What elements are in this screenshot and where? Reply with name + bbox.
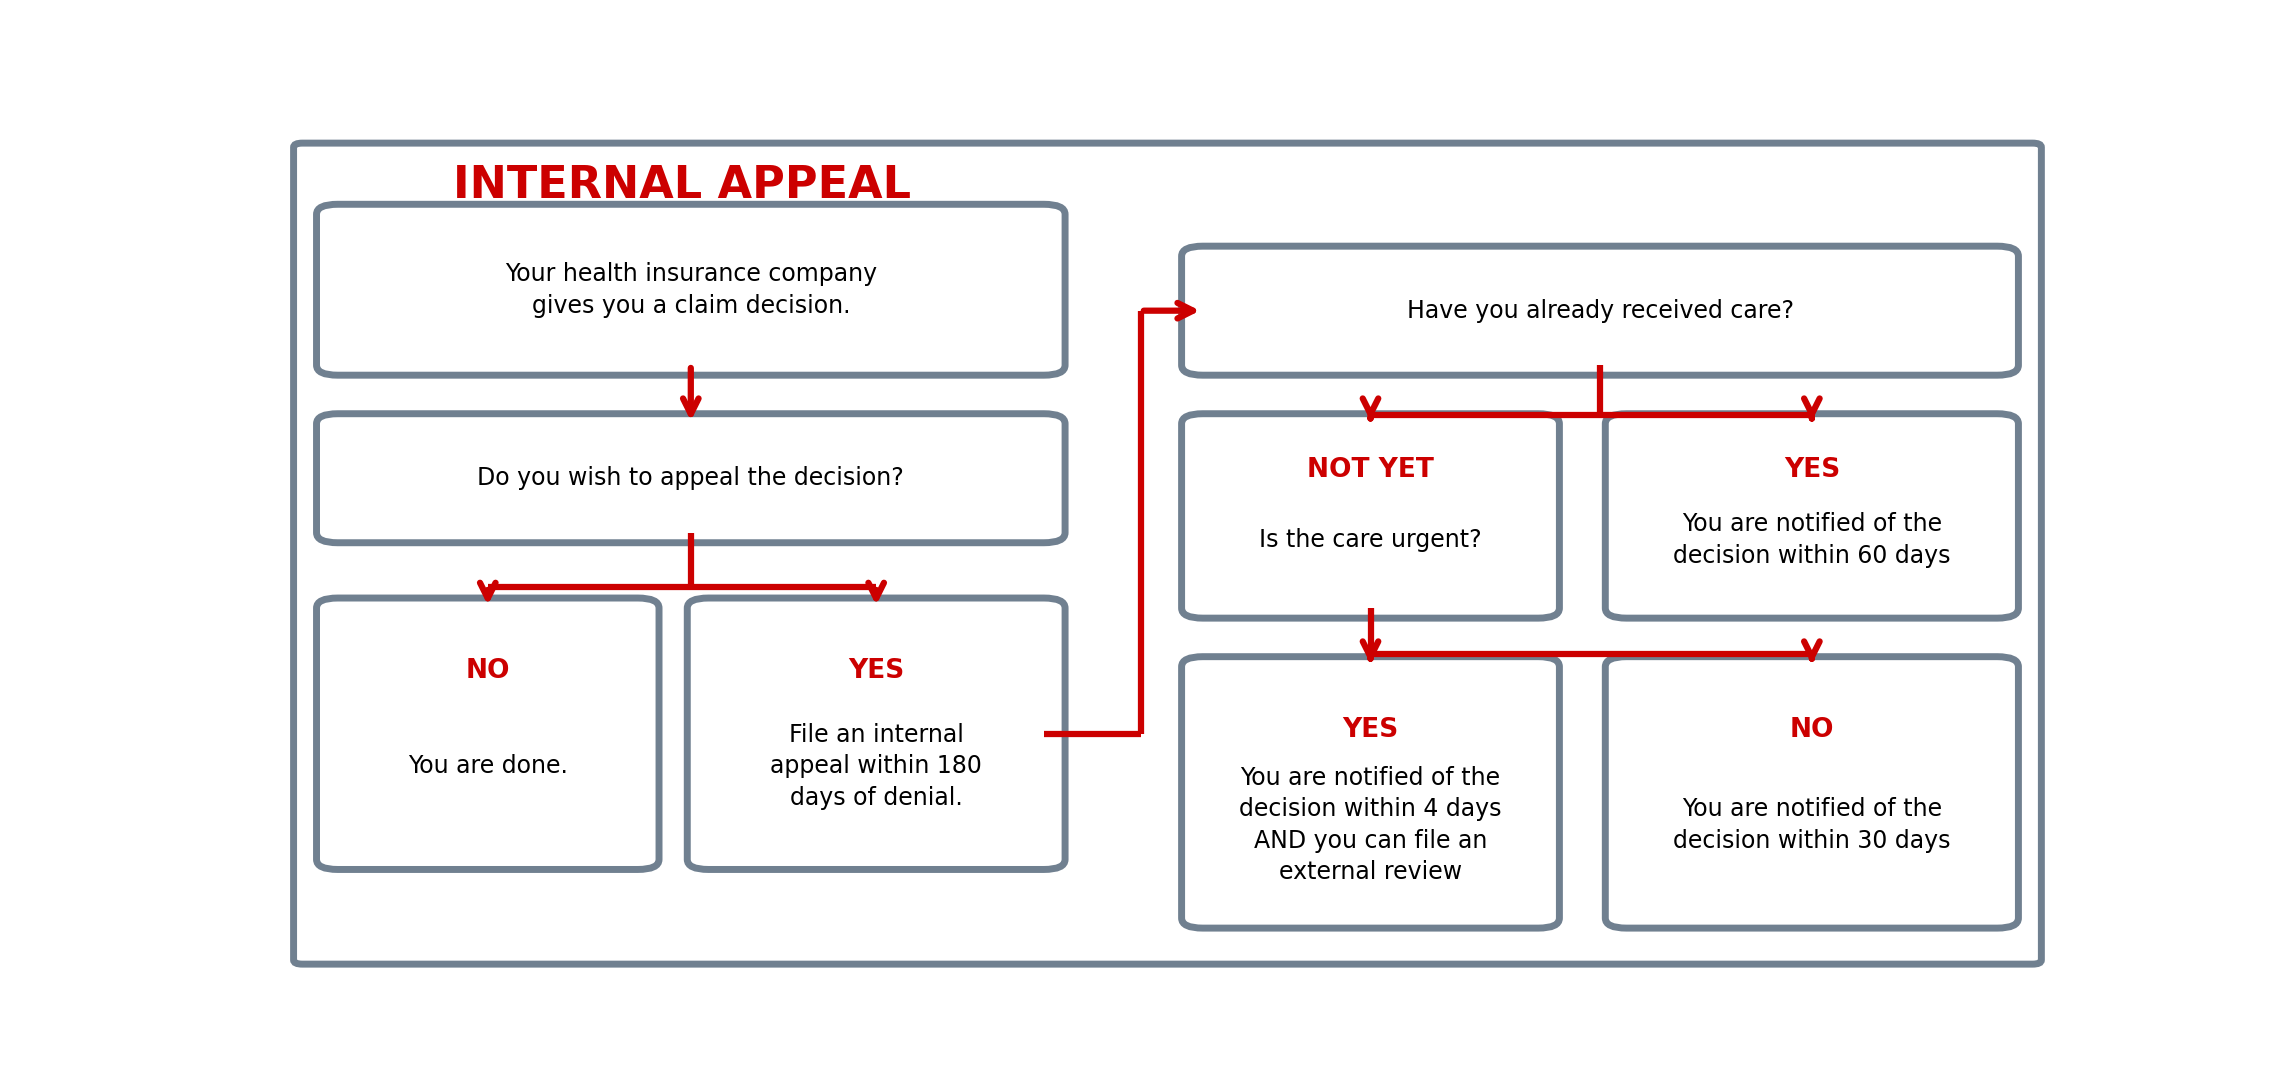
Text: NO: NO [1791, 717, 1834, 742]
Text: Have you already received care?: Have you already received care? [1406, 299, 1793, 323]
Text: NO: NO [465, 658, 510, 684]
Text: NOT YET: NOT YET [1308, 457, 1433, 483]
FancyBboxPatch shape [294, 144, 2041, 964]
FancyBboxPatch shape [1606, 657, 2018, 928]
Text: Is the care urgent?: Is the care urgent? [1260, 528, 1481, 552]
FancyBboxPatch shape [1182, 657, 1560, 928]
Text: You are notified of the
decision within 4 days
AND you can file an
external revi: You are notified of the decision within … [1239, 766, 1501, 885]
Text: You are notified of the
decision within 30 days: You are notified of the decision within … [1672, 798, 1950, 853]
Text: YES: YES [1342, 717, 1399, 742]
FancyBboxPatch shape [317, 598, 658, 869]
FancyBboxPatch shape [317, 413, 1066, 543]
Text: Your health insurance company
gives you a claim decision.: Your health insurance company gives you … [506, 262, 877, 318]
Text: INTERNAL APPEAL: INTERNAL APPEAL [453, 163, 911, 207]
FancyBboxPatch shape [317, 205, 1066, 375]
FancyBboxPatch shape [1606, 413, 2018, 618]
Text: YES: YES [847, 658, 904, 684]
FancyBboxPatch shape [1182, 246, 2018, 375]
Text: You are notified of the
decision within 60 days: You are notified of the decision within … [1672, 512, 1950, 568]
Text: File an internal
appeal within 180
days of denial.: File an internal appeal within 180 days … [770, 722, 982, 811]
Text: YES: YES [1784, 457, 1841, 483]
Text: Do you wish to appeal the decision?: Do you wish to appeal the decision? [478, 467, 904, 491]
FancyBboxPatch shape [688, 598, 1066, 869]
FancyBboxPatch shape [1182, 413, 1560, 618]
Text: You are done.: You are done. [408, 754, 567, 778]
